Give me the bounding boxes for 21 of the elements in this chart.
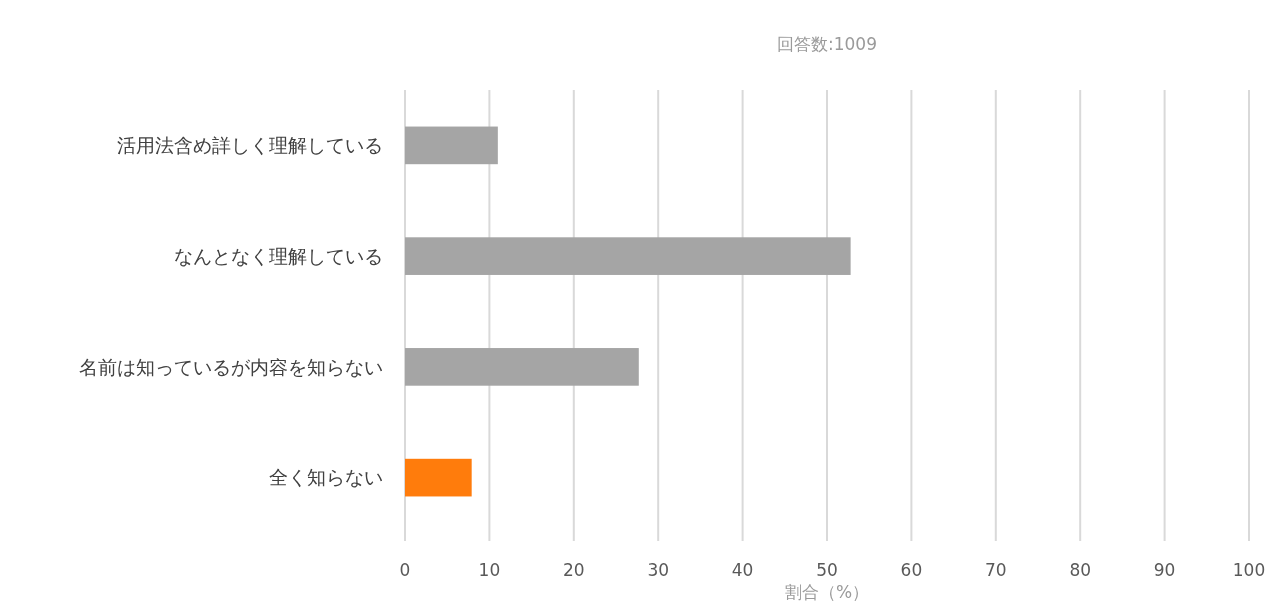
- x-tick-label: 20: [562, 560, 585, 580]
- chart-title: 回答数:1009: [777, 34, 877, 54]
- y-tick-label: なんとなく理解している: [174, 244, 383, 267]
- bar: [405, 348, 639, 386]
- x-tick-label: 10: [478, 560, 501, 580]
- x-tick-label: 40: [731, 560, 754, 580]
- x-tick-label: 50: [816, 560, 838, 580]
- y-tick-label: 名前は知っているが内容を知らない: [79, 355, 383, 378]
- x-axis-title: 割合（%）: [784, 582, 870, 602]
- x-tick-label: 60: [900, 560, 923, 580]
- x-tick-label: 100: [1232, 560, 1266, 580]
- bar: [405, 458, 472, 497]
- x-tick-label: 70: [984, 560, 1007, 580]
- bar: [405, 126, 498, 165]
- x-tick-label: 30: [647, 560, 670, 580]
- y-tick-label: 全く知らない: [269, 466, 383, 489]
- y-tick-label: 活用法含め詳しく理解している: [117, 134, 383, 157]
- x-tick-label: 90: [1153, 560, 1176, 580]
- x-tick-label: 0: [399, 560, 411, 580]
- bar: [405, 237, 851, 275]
- x-tick-label: 80: [1069, 560, 1092, 580]
